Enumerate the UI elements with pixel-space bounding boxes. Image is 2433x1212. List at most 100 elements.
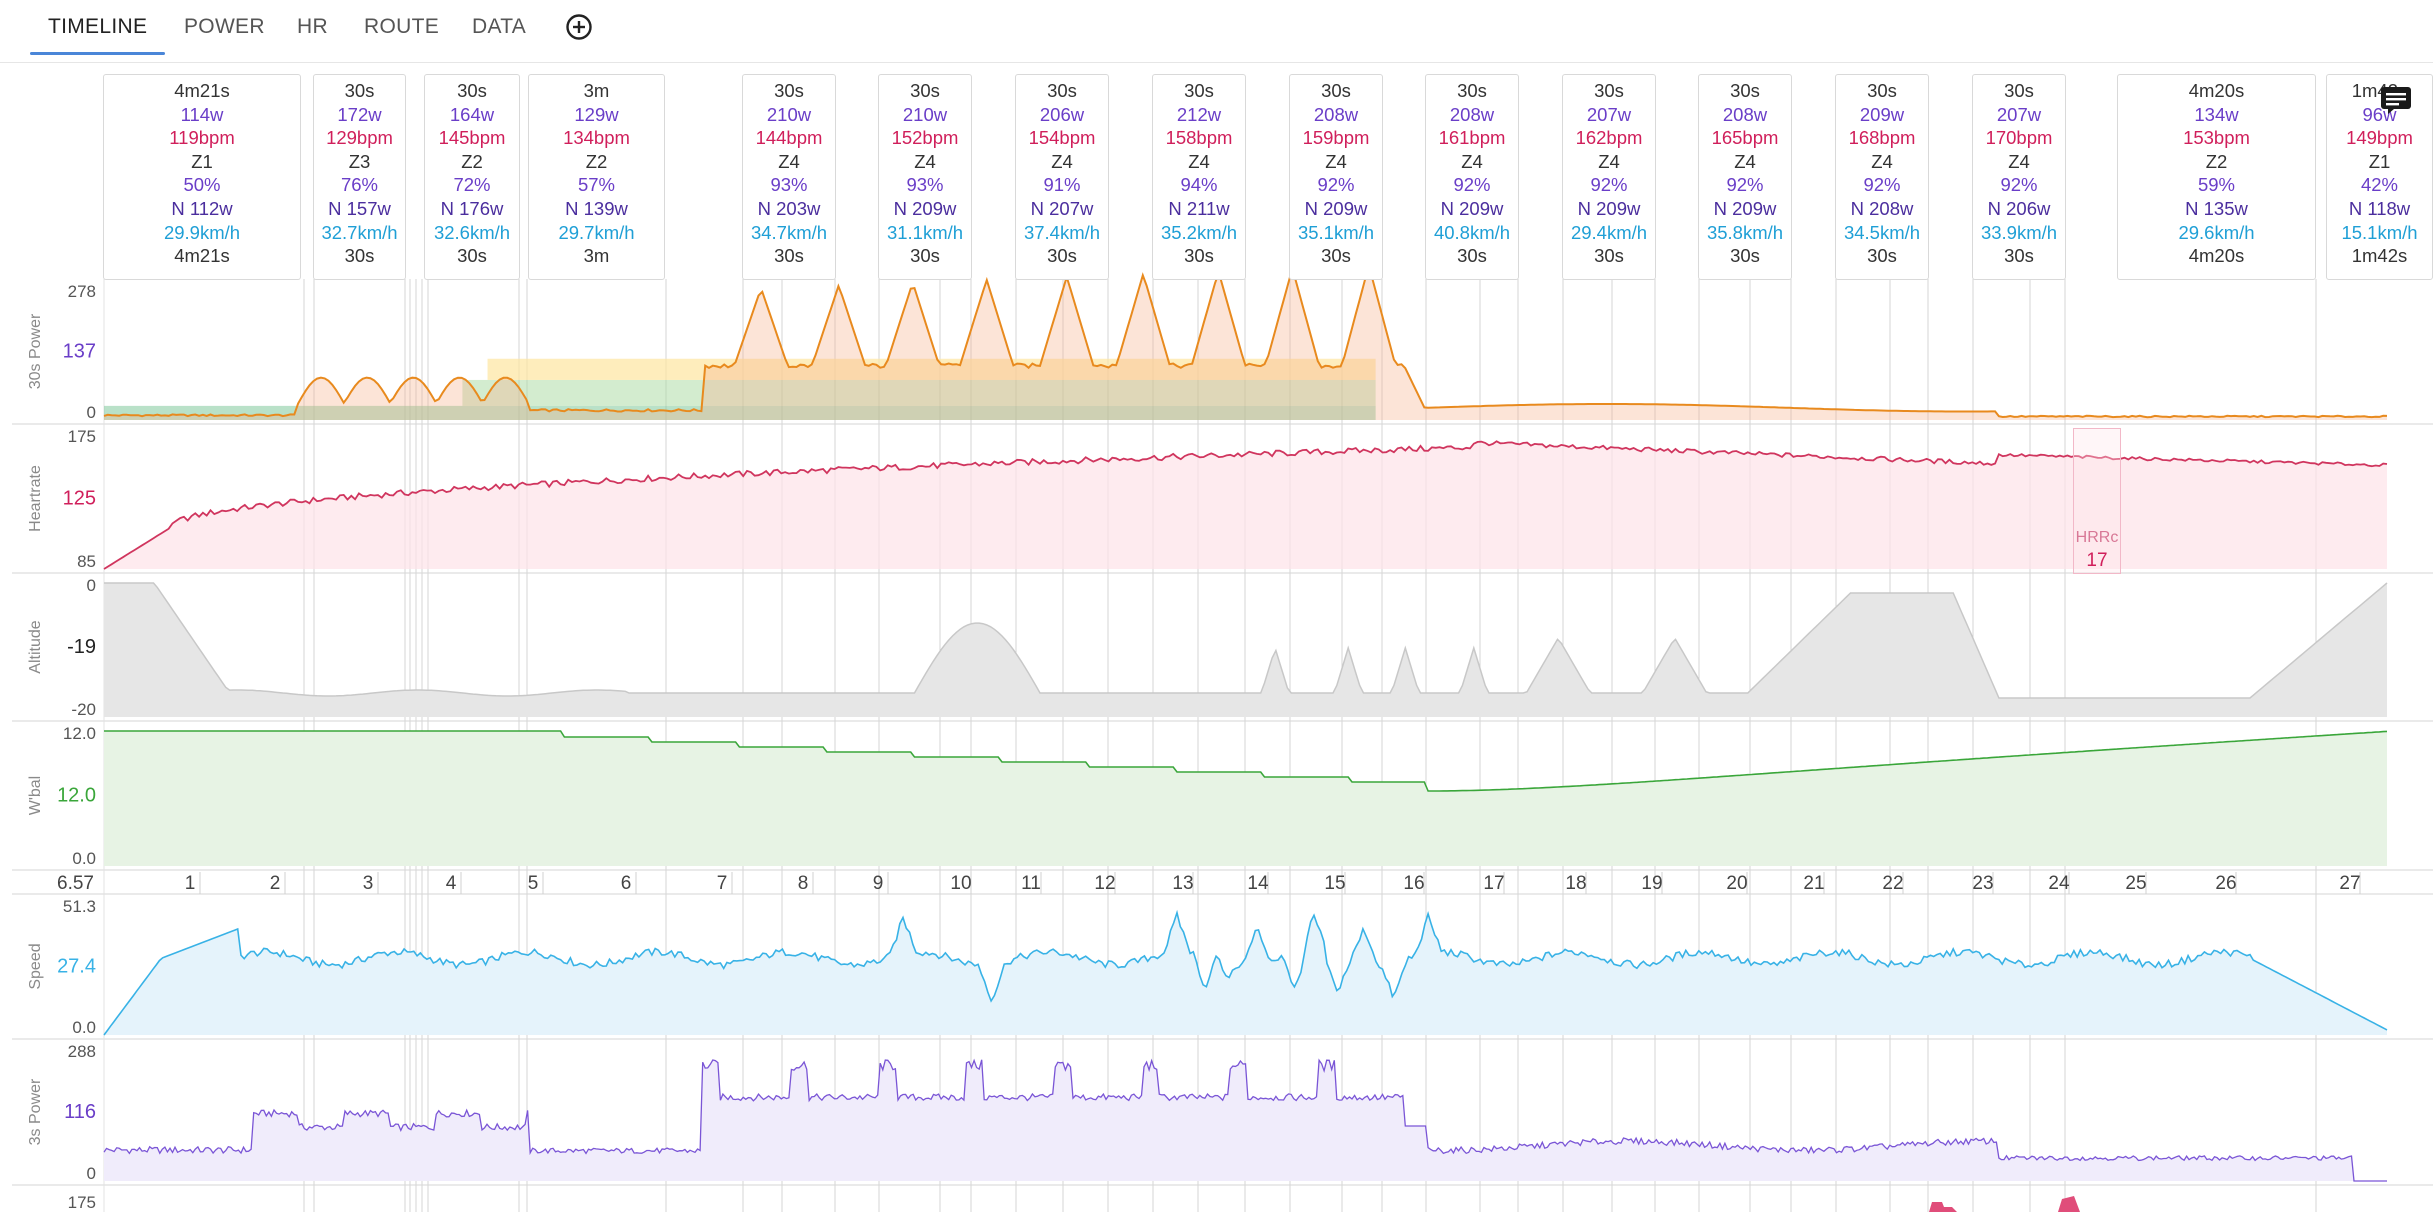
interval-zone: Z2	[585, 150, 608, 172]
interval-speed: 29.7km/h	[558, 221, 635, 243]
interval-power: 210w	[902, 103, 948, 125]
interval-hr: 144bpm	[755, 127, 823, 149]
interval-summary[interactable]: 30s 164w 145bpm Z2 72% N 176w 32.6km/h 30s	[424, 74, 520, 280]
tab-hr[interactable]: HR	[297, 15, 328, 38]
interval-zone: Z4	[1598, 150, 1620, 172]
interval-summary[interactable]: 30s 207w 162bpm Z4 92% N 209w 29.4km/h 30s	[1562, 74, 1656, 280]
interval-hr: 153bpm	[2183, 127, 2250, 149]
power3s-line	[103, 1058, 2387, 1182]
interval-summary[interactable]: 30s 208w 159bpm Z4 92% N 209w 35.1km/h 30s	[1289, 74, 1383, 280]
interval-speed: 35.1km/h	[1297, 221, 1375, 243]
interval-zone: Z3	[348, 150, 371, 172]
interval-duration: 3m	[583, 80, 610, 101]
interval-moving: 3m	[583, 245, 610, 267]
y-tick-label: 137	[63, 341, 96, 363]
interval-moving: 30s	[1184, 245, 1214, 267]
interval-summary[interactable]: 30s 209w 168bpm Z4 92% N 208w 34.5km/h 30s	[1835, 74, 1929, 280]
interval-speed: 35.8km/h	[1706, 221, 1784, 243]
interval-pct: 93%	[770, 174, 808, 196]
interval-duration: 30s	[1730, 80, 1760, 101]
interval-moving: 1m42s	[2351, 245, 2408, 267]
interval-np: N 209w	[893, 197, 957, 219]
interval-moving: 4m21s	[174, 245, 230, 267]
interval-summary[interactable]: 30s 212w 158bpm Z4 94% N 211w 35.2km/h 30s	[1152, 74, 1246, 280]
interval-moving: 30s	[910, 245, 940, 267]
distance-label: 21	[1803, 873, 1824, 894]
timeline-content: 278 137 0 30s Power 175 125 85 Heartrate 0 -19 -20…	[12, 64, 2433, 1212]
distance-label: 9	[873, 873, 884, 894]
interval-np: N 207w	[1030, 197, 1094, 219]
tab-data[interactable]: DATA	[472, 15, 527, 38]
interval-np: N 203w	[757, 197, 821, 219]
interval-np: N 209w	[1713, 197, 1777, 219]
interval-duration: 30s	[1184, 80, 1214, 101]
interval-summary[interactable]: 30s 206w 154bpm Z4 91% N 207w 37.4km/h 30s	[1015, 74, 1109, 280]
interval-zone: Z4	[778, 150, 800, 172]
interval-moving: 30s	[1594, 245, 1624, 267]
interval-power: 208w	[1722, 103, 1768, 125]
interval-power: 164w	[449, 103, 495, 125]
distance-label: 4	[446, 873, 457, 894]
interval-power: 208w	[1313, 103, 1359, 125]
interval-np: N 135w	[2185, 197, 2248, 219]
y-tick-label: 85	[77, 552, 96, 571]
interval-pct: 92%	[1863, 174, 1901, 196]
speed-line	[103, 909, 2388, 1036]
interval-summary[interactable]: 1m42s 96w 149bpm Z1 42% N 118w 15.1km/h 1m42s	[2326, 74, 2433, 280]
interval-speed: 35.2km/h	[1160, 221, 1238, 243]
interval-speed: 29.4km/h	[1570, 221, 1648, 243]
distance-label: 8	[798, 873, 809, 894]
plus-circle-icon[interactable]	[564, 12, 594, 42]
interval-speed: 15.1km/h	[2341, 221, 2418, 243]
interval-summary[interactable]: 4m21s 114w 119bpm Z1 50% N 112w 29.9km/h 4m21s	[103, 74, 301, 280]
interval-summary[interactable]: 30s 208w 161bpm Z4 92% N 209w 40.8km/h 30s	[1425, 74, 1519, 280]
interval-hr: 168bpm	[1848, 127, 1916, 149]
distance-label: 11	[1021, 873, 1041, 894]
interval-hr: 162bpm	[1575, 127, 1643, 149]
hrrc-marker[interactable]: HRRc 17	[2073, 428, 2121, 574]
interval-pct: 59%	[2197, 174, 2236, 196]
interval-hr: 161bpm	[1438, 127, 1506, 149]
interval-zone: Z2	[2205, 150, 2228, 172]
power-zone-band	[104, 405, 1376, 420]
y-tick-label: 12.0	[57, 785, 96, 807]
interval-np: N 209w	[1304, 197, 1368, 219]
interval-moving: 30s	[1457, 245, 1487, 267]
interval-power: 206w	[1039, 103, 1085, 125]
y-tick-label: 175	[68, 427, 96, 446]
interval-power: 172w	[337, 103, 382, 125]
interval-hr: 154bpm	[1028, 127, 1096, 149]
interval-moving: 30s	[2004, 245, 2034, 267]
interval-speed: 34.7km/h	[750, 221, 828, 243]
interval-zone: Z4	[1734, 150, 1756, 172]
interval-zone: Z2	[461, 150, 483, 172]
interval-summary[interactable]: 30s 207w 170bpm Z4 92% N 206w 33.9km/h 30s	[1972, 74, 2066, 280]
tab-timeline[interactable]: TIMELINE	[48, 15, 148, 38]
interval-summary[interactable]: 3m 129w 134bpm Z2 57% N 139w 29.7km/h 3m	[528, 74, 665, 280]
y-axis-title: 3s Power	[27, 1078, 44, 1145]
notes-icon[interactable]	[2380, 86, 2412, 114]
interval-zone: Z1	[2368, 150, 2391, 172]
heartrate-area	[104, 441, 2387, 569]
interval-moving: 30s	[774, 245, 804, 267]
y-tick-label: 125	[63, 488, 96, 510]
power3s-area	[104, 1059, 2387, 1181]
interval-summary[interactable]: 30s 210w 152bpm Z4 93% N 209w 31.1km/h 30s	[878, 74, 972, 280]
interval-summary[interactable]: 4m20s 134w 153bpm Z2 59% N 135w 29.6km/h 4m20s	[2117, 74, 2316, 280]
tab-route[interactable]: ROUTE	[364, 15, 439, 38]
interval-speed: 33.9km/h	[1980, 221, 2058, 243]
interval-hr: 134bpm	[563, 127, 630, 149]
interval-duration: 30s	[774, 80, 804, 101]
distance-label: 25	[2125, 873, 2146, 894]
interval-summary[interactable]: 30s 210w 144bpm Z4 93% N 203w 34.7km/h 30s	[742, 74, 836, 280]
distance-label: 27	[2339, 873, 2360, 894]
interval-summary[interactable]: 30s 172w 129bpm Z3 76% N 157w 32.7km/h 30s	[313, 74, 406, 280]
interval-summary[interactable]: 30s 208w 165bpm Z4 92% N 209w 35.8km/h 30s	[1698, 74, 1792, 280]
y-axis-title: Heartrate	[27, 465, 44, 532]
interval-moving: 30s	[457, 245, 487, 267]
interval-zone: Z4	[1871, 150, 1893, 172]
interval-pct: 72%	[453, 174, 491, 196]
tab-power[interactable]: POWER	[184, 15, 265, 38]
interval-duration: 30s	[1457, 80, 1487, 101]
